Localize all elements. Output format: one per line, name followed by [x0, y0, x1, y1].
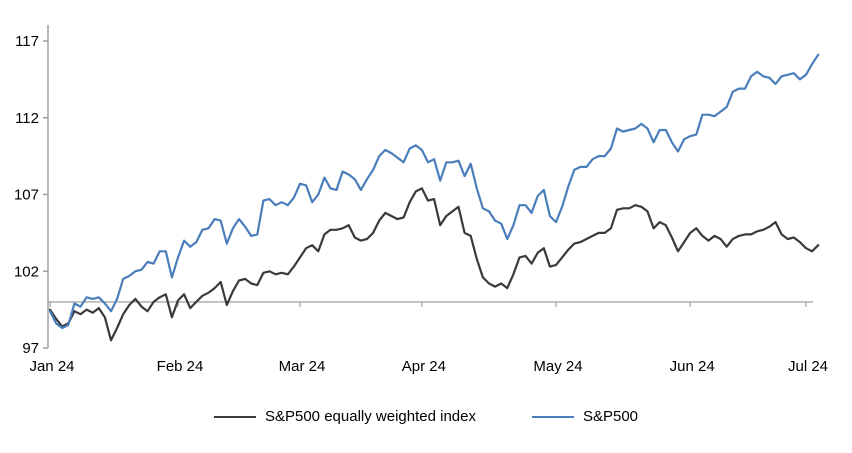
x-tick-label: Jun 24: [670, 358, 715, 375]
legend-label-sp500: S&P500: [582, 408, 639, 425]
legend-item-sp500: S&P500: [531, 408, 639, 425]
x-tick-label: Mar 24: [279, 358, 326, 375]
x-tick-label: Feb 24: [157, 358, 204, 375]
sp500-line-sample: [531, 415, 574, 418]
y-tick-label: 102: [14, 263, 39, 280]
legend-label-equal-weight: S&P500 equally weighted index: [264, 408, 476, 425]
y-tick-label: 97: [22, 340, 39, 357]
x-tick-label: Jul 24: [788, 358, 828, 375]
y-tick-label: 117: [15, 33, 39, 50]
x-tick-label: Apr 24: [402, 358, 446, 375]
chart-legend: S&P500 equally weighted index S&P500: [0, 408, 852, 425]
x-tick-label: May 24: [533, 358, 582, 375]
y-tick-label: 112: [15, 110, 39, 127]
y-tick-label: 107: [14, 187, 39, 204]
equal-weight-series-line: [48, 187, 820, 342]
x-tick-label: Jan 24: [29, 358, 74, 375]
sp500-series-line: [48, 53, 820, 330]
legend-item-equal-weight: S&P500 equally weighted index: [213, 408, 476, 425]
equal-weight-line-sample: [213, 415, 256, 418]
